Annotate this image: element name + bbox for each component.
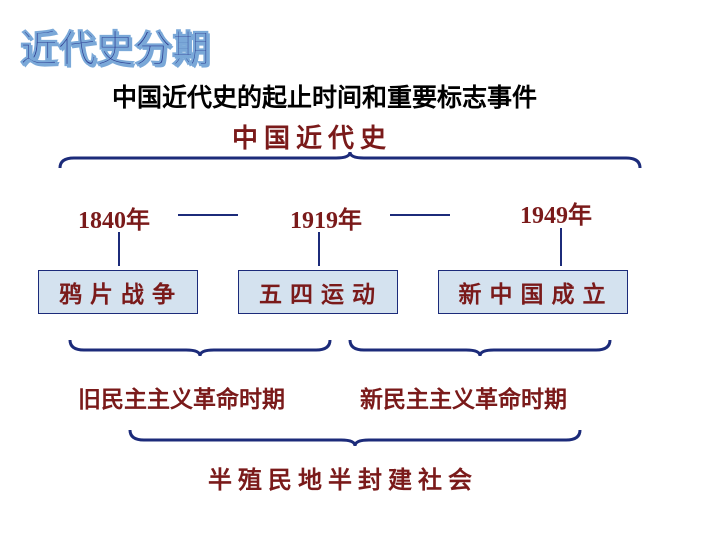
header-label: 中国近代史 bbox=[232, 118, 392, 155]
subtitle: 中国近代史的起止时间和重要标志事件 bbox=[112, 78, 537, 114]
brace-bottom bbox=[130, 430, 580, 446]
year-1: 1919年 bbox=[290, 200, 362, 235]
vline-1 bbox=[318, 232, 320, 266]
society-label: 半殖民地半封建社会 bbox=[208, 460, 478, 495]
event-box-0: 鸦片战争 bbox=[38, 270, 198, 314]
vline-0 bbox=[118, 232, 120, 266]
hline-0 bbox=[178, 214, 238, 216]
year-2: 1949年 bbox=[520, 195, 592, 230]
period-0: 旧民主主义革命时期 bbox=[78, 380, 285, 414]
brace-mid-right bbox=[350, 340, 610, 356]
event-box-1: 五四运动 bbox=[238, 270, 398, 314]
brace-mid-left bbox=[70, 340, 330, 356]
main-title: 近代史分期 bbox=[20, 18, 210, 73]
period-1: 新民主主义革命时期 bbox=[360, 380, 567, 414]
event-box-2: 新中国成立 bbox=[438, 270, 628, 314]
hline-1 bbox=[390, 214, 450, 216]
year-0: 1840年 bbox=[78, 200, 150, 235]
vline-2 bbox=[560, 228, 562, 266]
